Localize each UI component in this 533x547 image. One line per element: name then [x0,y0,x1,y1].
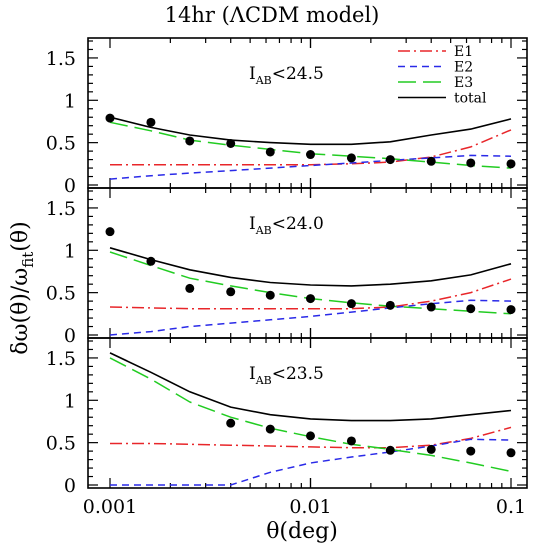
series-total-line [109,352,512,422]
legend-label-e2: E2 [454,60,473,76]
data-point [185,136,195,146]
data-point [226,138,236,148]
x-tick-label: 0.01 [289,496,331,518]
data-point [185,283,195,293]
panel-label-rest: <24.5 [272,64,324,84]
series-e2-line [110,438,512,486]
data-point [306,294,315,304]
y-tick-label: 0 [64,475,76,497]
panel-label-sub: AB [255,74,272,87]
panel-label: IAB<24.0 [249,214,324,237]
data-point [346,299,356,309]
panel-label-main: I [249,364,256,384]
data-point [506,159,516,169]
data-point [146,256,156,266]
y-tick-label: 1 [64,240,76,262]
y-tick-label: 0 [64,325,76,347]
series-e3-line [109,251,512,315]
y-tick-label: 0 [64,175,76,197]
panels: 00.511.5IAB<24.500.511.5IAB<24.000.511.5… [46,37,528,518]
y-tick-label: 1.5 [46,48,76,70]
data-point [346,153,356,163]
chart-title: 14hr (ΛCDM model) [165,3,380,27]
y-tick-label: 1 [64,390,76,412]
panel-label-sub: AB [255,224,272,237]
panel-label-main: I [249,64,256,84]
y-tick-label: 1.5 [46,198,76,220]
series-total-line [109,247,512,287]
data-point [385,155,395,165]
panel-3: 0 0.5 1 1.5 IAB<23.5 [46,337,528,497]
x-tick-label: 0.001 [83,496,137,518]
data-point [385,445,395,455]
panel-label-rest: <23.5 [272,364,324,384]
data-point [105,113,115,123]
y-tick-label: 1 [64,90,76,112]
data-point [506,305,516,315]
legend-label-e3: E3 [454,75,473,91]
panel-label-rest: <24.0 [272,214,324,234]
data-point [306,431,315,441]
panel-2: 0 0.5 1 1.5 IAB<24.0 [46,187,528,347]
series-total-line [109,116,512,146]
series-e1-line [110,129,512,166]
y-tick-label: 0.5 [46,283,76,305]
panel-frame [87,337,528,489]
data-point [466,158,476,168]
series-e1-line [109,278,512,310]
data-point [466,304,476,314]
panel-1: 0 0.5 1 1.5 IAB<24.5 [46,37,528,197]
data-point [226,287,236,297]
data-point [426,302,436,312]
data-point [265,424,275,434]
panel-label: IAB<24.5 [249,64,324,87]
y-axis-label-tail: (θ) [8,221,33,251]
data-point [346,436,356,446]
y-tick-label: 0.5 [46,433,76,455]
panel-label-main: I [249,214,256,234]
y-tick-label: 1.5 [46,348,76,370]
series-e3-line [109,121,512,169]
data-point [226,418,236,428]
x-tick-label: 0.1 [496,496,526,518]
data-point [426,444,436,454]
y-axis-label: δω(θ)/ωfit(θ) [8,221,37,354]
data-point [466,446,476,456]
series-e2-line [109,299,512,336]
panel-label: IAB<23.5 [249,364,324,387]
data-point [385,300,395,310]
data-point [506,448,516,458]
x-axis-label: θ(deg) [266,519,338,544]
data-point [265,147,275,157]
series-e1-line [110,426,512,449]
data-point [426,156,436,166]
legend-label-e1: E1 [454,44,473,60]
data-point [105,227,115,237]
data-point [265,290,275,300]
data-point [146,117,156,127]
data-point [306,150,315,160]
panel-label-sub: AB [255,374,272,387]
legend-label-total: total [454,91,487,107]
y-axis-label-sub: fit [19,252,37,268]
y-tick-label: 0.5 [46,133,76,155]
y-axis-label-main: δω(θ)/ω [8,268,33,355]
